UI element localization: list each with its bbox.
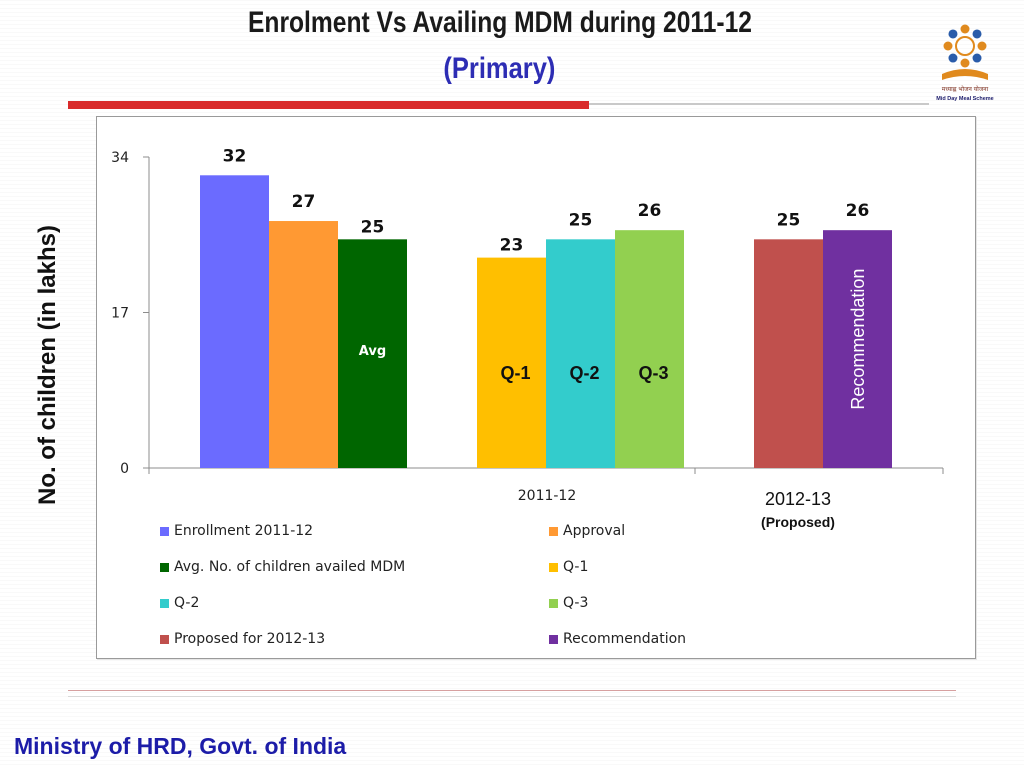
legend-item: Q-3	[549, 595, 588, 611]
legend-label: Approval	[563, 523, 626, 539]
data-label: 25	[361, 217, 385, 237]
bar-annotation: Recommendation	[848, 269, 868, 410]
bar-q-3	[615, 230, 684, 468]
legend-item: Enrollment 2011-12	[160, 523, 313, 539]
bar-chart: 0 17 34 32 27 25 Avg 23 Q-1 25 Q-2 26 Q-3 25 26 Recomme…	[111, 146, 944, 530]
data-label: 32	[223, 146, 247, 166]
bar-q-2	[546, 239, 615, 468]
chart-area: 0 17 34 32 27 25 Avg 23 Q-1 25 Q-2 26 Q-3 25 26 Recomme…	[96, 116, 976, 659]
legend-label: Enrollment 2011-12	[174, 523, 314, 539]
logo-text: मध्याह्न भोजन योजना	[942, 85, 989, 93]
legend-label: Avg. No. of children availed MDM	[174, 559, 406, 575]
data-label: 25	[569, 210, 593, 230]
data-label: 25	[777, 210, 801, 230]
title-rule	[589, 103, 929, 105]
legend-swatch	[160, 562, 169, 572]
bar-q-1	[477, 257, 546, 468]
legend-swatch	[549, 598, 558, 608]
legend-label: Proposed for 2012-13	[174, 631, 326, 647]
legend-label: Recommendation	[563, 631, 687, 647]
data-label: 26	[638, 201, 662, 221]
slide-subtitle: (Primary)	[443, 52, 556, 85]
x-category-label: 2012-13	[765, 489, 831, 509]
legend-label: Q-3	[563, 595, 589, 611]
y-axis-title: No. of children (in lakhs)	[34, 224, 61, 506]
logo-caption: Mid Day Meal Scheme	[936, 96, 993, 102]
bar-avg-no-of-children-availed-mdm	[338, 239, 407, 468]
legend-item: Recommendation	[549, 631, 686, 647]
bar-annotation: Q-3	[638, 363, 668, 383]
legend-item: Approval	[549, 523, 625, 539]
footer-rule	[68, 690, 956, 691]
bar-approval	[269, 221, 338, 468]
footer-text: Ministry of HRD, Govt. of India	[14, 733, 347, 759]
legend-swatch	[549, 526, 558, 536]
legend-item: Q-2	[160, 595, 199, 611]
bar-recommendation	[823, 230, 892, 468]
legend-swatch	[549, 562, 558, 572]
bar-annotation: Q-1	[500, 363, 530, 383]
data-label: 23	[500, 236, 524, 256]
legend-label: Q-2	[174, 595, 200, 611]
bar-annotation: Q-2	[569, 363, 599, 383]
y-tick-label: 0	[120, 461, 129, 477]
legend-item: Avg. No. of children availed MDM	[160, 559, 405, 575]
data-label: 26	[846, 201, 870, 221]
legend-label: Q-1	[563, 559, 589, 575]
legend-swatch	[160, 598, 169, 608]
bar-proposed-for-2012-13	[754, 239, 823, 468]
footer-rule-2	[68, 696, 956, 697]
legend-item: Q-1	[549, 559, 588, 575]
slide-title: Enrolment Vs Availing MDM during 2011-12	[248, 6, 752, 39]
bar-enrollment-2011-12	[200, 175, 269, 468]
x-category-sublabel: (Proposed)	[761, 514, 835, 530]
x-category-label: 2011-12	[518, 488, 577, 504]
legend-swatch	[549, 634, 558, 644]
title-underline	[68, 101, 589, 109]
y-tick-label: 34	[111, 150, 129, 166]
legend-swatch	[160, 526, 169, 536]
y-tick-label: 17	[111, 306, 129, 322]
legend-swatch	[160, 634, 169, 644]
legend-item: Proposed for 2012-13	[160, 631, 325, 647]
bar-annotation: Avg	[359, 344, 386, 359]
data-label: 27	[292, 192, 316, 212]
mdm-logo-icon: मध्याह्न भोजन योजना Mid Day Meal Scheme	[936, 24, 994, 102]
